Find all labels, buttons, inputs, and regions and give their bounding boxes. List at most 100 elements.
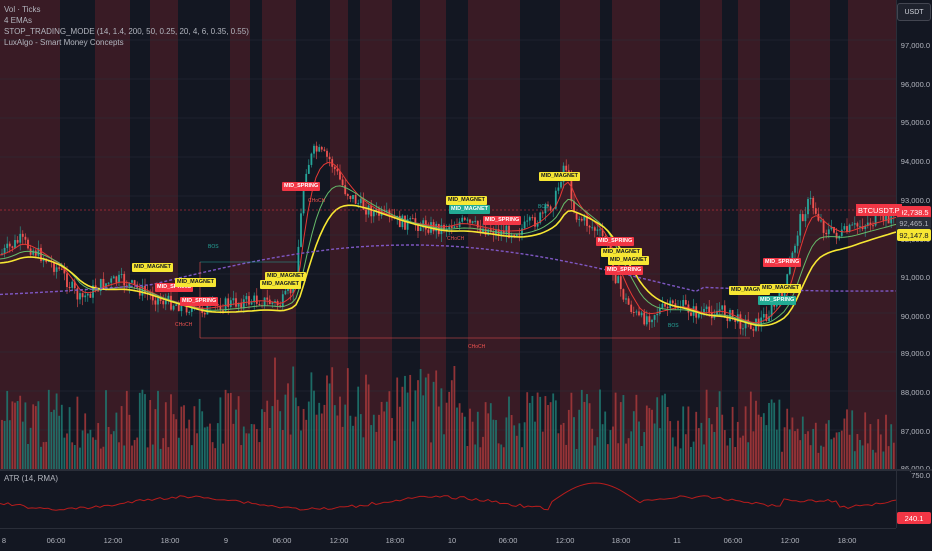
candle-body [809, 197, 812, 200]
candle-body [627, 298, 630, 305]
pane-separator[interactable] [0, 469, 932, 471]
volume-bar [547, 405, 549, 469]
volume-bar [209, 423, 211, 469]
legend-smc[interactable]: LuxAlgo - Smart Money Concepts [4, 38, 124, 47]
candle-body [466, 219, 469, 221]
time-axis[interactable]: 8 06:00 12:00 18:00 9 06:00 12:00 18:00 … [0, 528, 896, 551]
volume-bar [456, 407, 458, 469]
volume-bar [450, 380, 453, 469]
candle-body [68, 287, 71, 289]
candle-body [448, 226, 451, 229]
volume-bar [521, 447, 523, 469]
volume-bar [84, 413, 87, 469]
candle-body [807, 199, 809, 215]
volume-bar [354, 416, 357, 469]
candle-body [851, 224, 854, 226]
volume-bar [164, 402, 167, 469]
candle-body [372, 210, 375, 217]
volume-bar [315, 414, 318, 469]
atr-legend[interactable]: ATR (14, RMA) [4, 474, 59, 483]
candle-body [835, 232, 838, 239]
candle-body [778, 291, 781, 301]
signal-label: MID_MAGNET [265, 272, 306, 281]
volume-bar [651, 409, 653, 469]
session-zone [560, 0, 600, 469]
volume-bar [539, 396, 542, 469]
candle-body [154, 300, 157, 305]
candle-body [266, 297, 269, 300]
time-tick: 18:00 [611, 536, 631, 545]
candle-body [346, 194, 349, 196]
candle-body [375, 208, 378, 211]
candle-body [523, 221, 526, 229]
candle-body [339, 171, 341, 180]
volume-bar [856, 434, 859, 469]
candle-body [513, 234, 516, 237]
volume-bar [497, 443, 500, 469]
price-axis[interactable]: 97,000.0 96,000.0 95,000.0 94,000.0 93,0… [896, 0, 932, 528]
volume-bar [326, 375, 328, 469]
volume-bar [528, 402, 531, 469]
candle-body [227, 298, 230, 307]
signal-label: MID_MAGNET [608, 256, 649, 265]
candle-body [822, 220, 825, 233]
volume-bar [502, 447, 505, 469]
candle-body [120, 273, 123, 275]
price-tick: 93,000.0 [900, 196, 930, 205]
volume-bar [289, 434, 292, 469]
candle-body [237, 303, 240, 307]
volume-bar [471, 421, 474, 469]
legend-volume[interactable]: Vol · Ticks [4, 5, 41, 14]
volume-bar [461, 412, 464, 469]
candle-body [596, 229, 599, 231]
candle-body [190, 306, 193, 312]
candle-body [118, 274, 120, 283]
volume-bar [757, 414, 760, 469]
volume-bar [604, 411, 607, 469]
candle-body [586, 216, 588, 226]
volume-bar [729, 438, 731, 469]
volume-bar [770, 399, 773, 469]
currency-button[interactable]: USDT [897, 3, 931, 21]
candle-body [388, 210, 391, 215]
volume-bar [508, 396, 510, 469]
volume-bar [593, 445, 596, 469]
volume-bar [60, 404, 63, 469]
signal-label: MID_SPRING [180, 297, 219, 306]
volume-bar [778, 399, 781, 469]
volume-bar [263, 411, 266, 469]
legend-stop-trading-mode[interactable]: STOP_TRADING_MODE (14, 1.4, 200, 50, 0.2… [4, 27, 249, 36]
candle-body [502, 230, 505, 235]
candle-body [175, 304, 178, 306]
signal-label: MID_SPRING [483, 216, 522, 225]
candle-body [24, 236, 27, 240]
candle-body [570, 175, 573, 202]
candle-body [53, 262, 55, 272]
volume-bar [115, 412, 118, 469]
signal-label: MID_SPRING [155, 283, 194, 292]
candle-body [16, 240, 19, 243]
candle-body [580, 218, 583, 221]
volume-bar [284, 394, 287, 469]
volume-bar [830, 439, 833, 469]
volume-bar [66, 433, 68, 469]
volume-bar [185, 428, 188, 469]
candle-body [115, 276, 118, 283]
volume-bar [333, 405, 336, 469]
candle-body [859, 226, 861, 228]
candle-body [731, 309, 734, 318]
candle-body [320, 147, 323, 150]
volume-bar [596, 437, 599, 469]
volume-bar [292, 366, 295, 469]
signal-label: MID_SPRING [758, 296, 797, 305]
candle-body [99, 278, 102, 291]
volume-bar [575, 448, 578, 469]
candle-body [804, 214, 807, 222]
candle-body [341, 179, 344, 186]
candle-body [547, 204, 549, 207]
candle-body [427, 229, 430, 233]
price-chart-canvas[interactable] [0, 0, 896, 528]
price-tick: 91,000.0 [900, 273, 930, 282]
legend-emas[interactable]: 4 EMAs [4, 16, 33, 25]
